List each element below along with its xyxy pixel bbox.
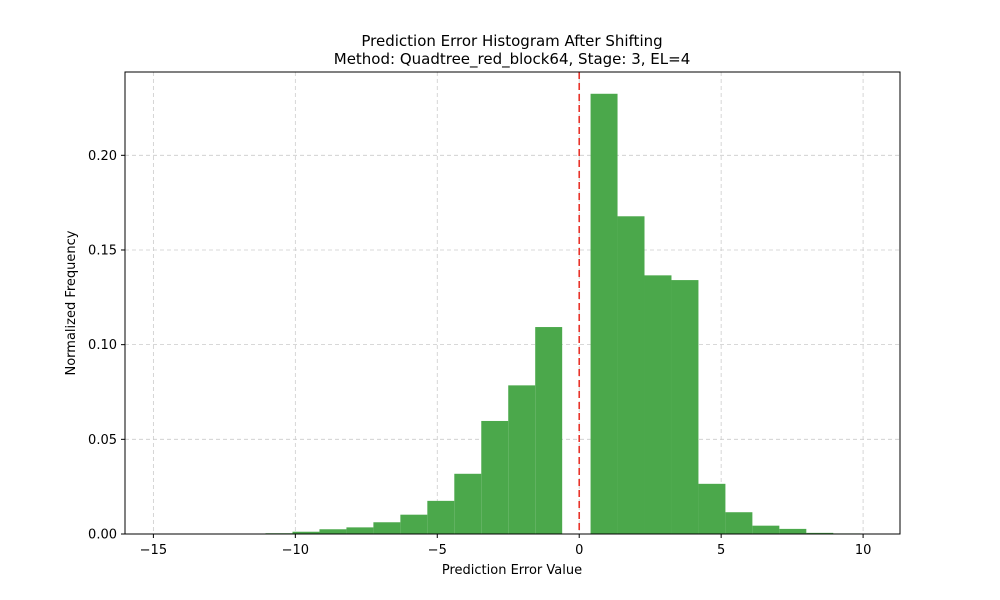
chart-subtitle: Method: Quadtree_red_block64, Stage: 3, …	[334, 50, 690, 69]
histogram-bar	[644, 275, 672, 534]
histogram-bar	[779, 528, 807, 534]
x-tick-label: −15	[140, 543, 167, 558]
y-axis-ticks: 0.00 0.05 0.10 0.15 0.20	[88, 149, 125, 543]
y-tick-label: 0.20	[88, 149, 117, 164]
x-tick-label: 5	[717, 543, 725, 558]
histogram-bar	[752, 525, 780, 534]
plot-frame	[124, 71, 901, 535]
histogram-bars	[238, 93, 861, 534]
histogram-bar	[725, 512, 753, 534]
y-tick-label: 0.15	[88, 243, 117, 258]
x-tick-label: 10	[855, 543, 872, 558]
histogram-bar	[427, 500, 455, 534]
histogram-bar	[373, 522, 401, 534]
histogram-bar	[590, 93, 618, 534]
histogram-bar	[481, 420, 509, 534]
x-tick-label: −5	[428, 543, 447, 558]
y-tick-label: 0.05	[88, 433, 117, 448]
histogram-bar	[454, 473, 482, 534]
histogram-bar	[535, 327, 563, 534]
histogram-bar	[698, 483, 726, 534]
histogram-bar	[671, 280, 699, 534]
histogram-bar	[508, 385, 536, 534]
histogram-bar	[806, 532, 834, 534]
x-tick-label: −10	[282, 543, 309, 558]
histogram-bar	[400, 514, 428, 534]
y-tick-label: 0.00	[88, 528, 117, 543]
histogram-bar	[319, 529, 347, 534]
histogram-bar	[617, 216, 645, 534]
chart-title: Prediction Error Histogram After Shiftin…	[361, 32, 662, 50]
y-tick-label: 0.10	[88, 338, 117, 353]
histogram-bar	[346, 527, 374, 534]
x-axis-ticks: −15 −10 −5 0 5 10	[140, 534, 872, 558]
histogram-bar	[292, 531, 320, 534]
x-tick-label: 0	[575, 543, 583, 558]
y-axis-label: Normalized Frequency	[64, 230, 79, 375]
x-axis-label: Prediction Error Value	[442, 563, 582, 578]
